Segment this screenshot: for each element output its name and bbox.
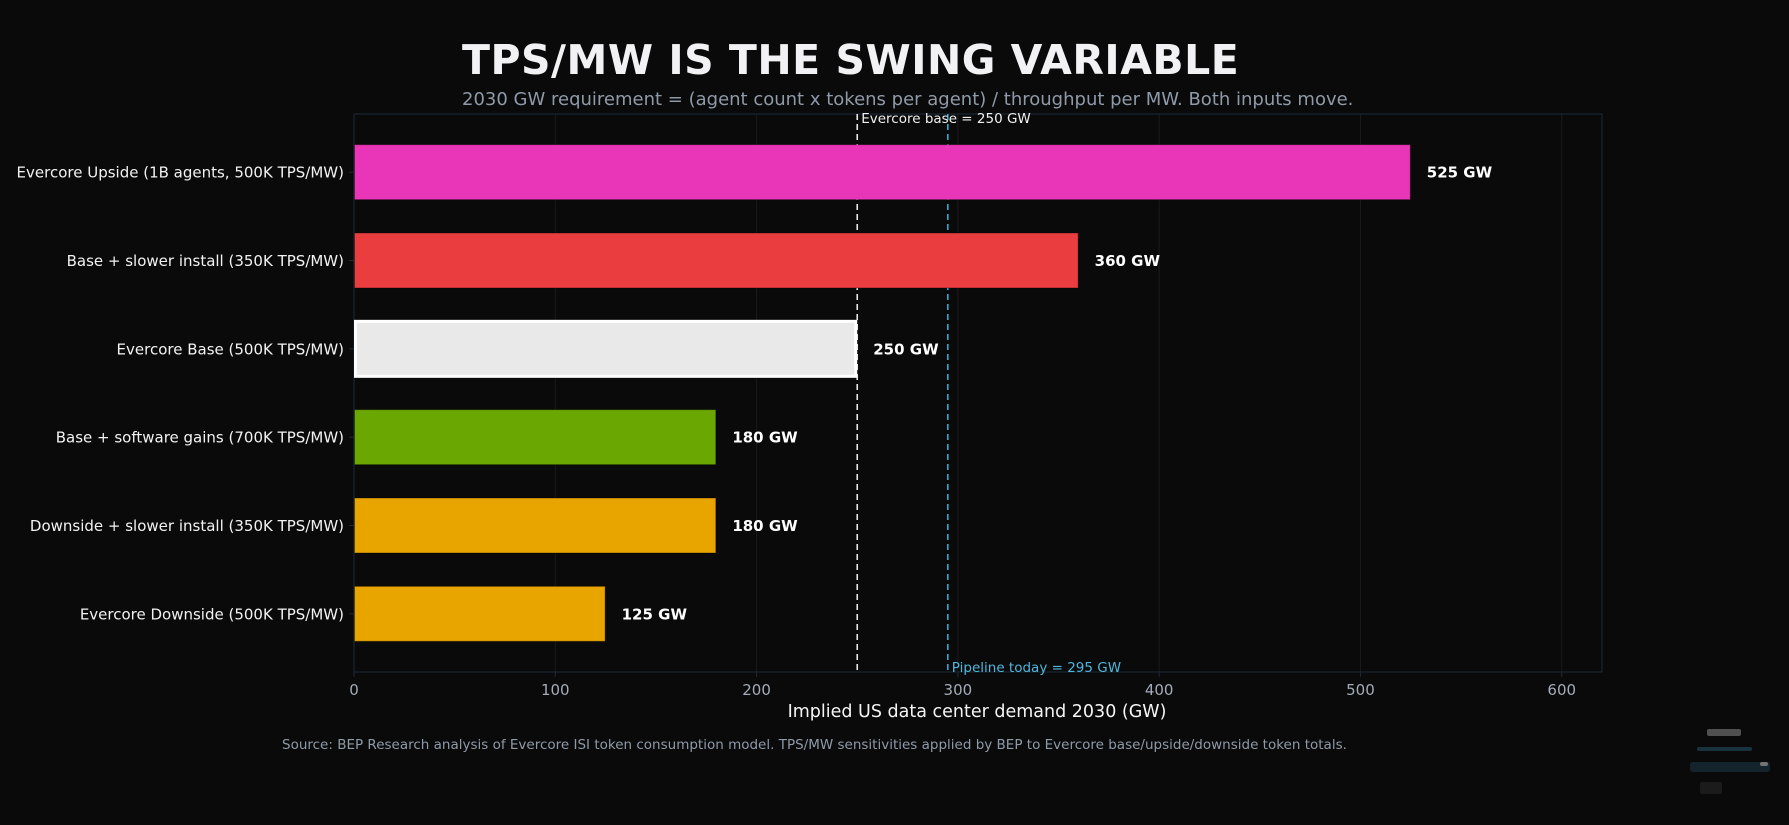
source-note: Source: BEP Research analysis of Evercor… bbox=[282, 737, 1347, 753]
bar-value-label: 525 GW bbox=[1427, 164, 1493, 182]
value-labels: 525 GW 360 GW 250 GW 180 GW 180 GW 125 GW bbox=[622, 164, 1493, 624]
x-tick-label: 0 bbox=[349, 681, 359, 699]
logo-watermark bbox=[1690, 729, 1770, 794]
category-label: Base + slower install (350K TPS/MW) bbox=[67, 252, 344, 270]
category-label: Evercore Downside (500K TPS/MW) bbox=[80, 605, 344, 623]
reference-line-label: Evercore base = 250 GW bbox=[861, 111, 1031, 127]
x-tick-label: 300 bbox=[944, 681, 973, 699]
chart-title: TPS/MW IS THE SWING VARIABLE bbox=[462, 36, 1239, 84]
grid-lines bbox=[554, 114, 1563, 672]
reference-lines bbox=[856, 114, 949, 672]
x-tick-label: 500 bbox=[1346, 681, 1375, 699]
category-label: Evercore Upside (1B agents, 500K TPS/MW) bbox=[17, 164, 344, 182]
x-tick-label: 200 bbox=[742, 681, 771, 699]
bar bbox=[354, 497, 717, 554]
bar bbox=[354, 585, 606, 642]
bar-value-label: 180 GW bbox=[732, 429, 798, 447]
bar-value-label: 180 GW bbox=[732, 517, 798, 535]
bar-value-label: 250 GW bbox=[873, 340, 939, 358]
x-tick-label: 100 bbox=[541, 681, 570, 699]
bar bbox=[354, 144, 1411, 201]
x-tick-label: 600 bbox=[1547, 681, 1576, 699]
x-axis-ticks: 0 100 200 300 400 500 600 bbox=[349, 672, 1576, 699]
category-labels: Evercore Upside (1B agents, 500K TPS/MW)… bbox=[17, 164, 354, 623]
reference-line-label: Pipeline today = 295 GW bbox=[952, 660, 1121, 676]
reference-line-labels: Evercore base = 250 GW Pipeline today = 2… bbox=[861, 111, 1121, 676]
chart-subtitle: 2030 GW requirement = (agent count x tok… bbox=[462, 89, 1353, 110]
bars bbox=[354, 144, 1411, 642]
plot-area bbox=[353, 113, 1603, 673]
bar-value-label: 125 GW bbox=[622, 605, 688, 623]
bar bbox=[354, 232, 1079, 289]
bar bbox=[354, 319, 858, 378]
bar-value-label: 360 GW bbox=[1095, 252, 1161, 270]
x-axis-label: Implied US data center demand 2030 (GW) bbox=[788, 702, 1167, 722]
bar bbox=[354, 409, 717, 466]
category-label: Base + software gains (700K TPS/MW) bbox=[56, 429, 344, 447]
x-tick-label: 400 bbox=[1145, 681, 1174, 699]
category-label: Evercore Base (500K TPS/MW) bbox=[117, 340, 344, 358]
category-label: Downside + slower install (350K TPS/MW) bbox=[30, 517, 344, 535]
